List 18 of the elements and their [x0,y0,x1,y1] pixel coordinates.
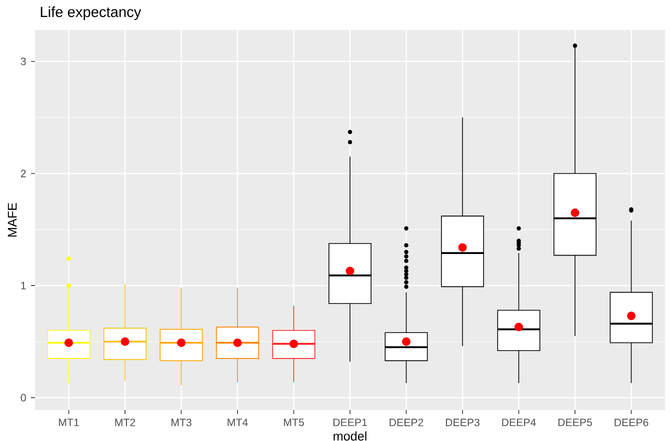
x-tick-label: MT4 [228,418,248,426]
x-tick-label: DEEP6 [614,418,648,426]
x-tick-label: DEEP2 [390,418,424,426]
y-tick-label: 0 [20,394,26,402]
x-tick-label: DEEP3 [446,418,480,426]
x-tick-label: DEEP4 [502,418,536,426]
x-tick-label: MT1 [59,418,79,426]
y-tick-label: 1 [21,282,26,290]
x-axis-title: model [334,431,366,441]
x-tick-label: DEEP5 [558,418,592,426]
x-tick-label: MT2 [115,418,136,426]
y-tick-label: 2 [20,170,26,178]
x-tick-label: MT3 [172,418,192,426]
y-axis-title: MAFE [8,203,17,236]
x-tick-label: DEEP1 [333,418,367,426]
chart-title: Life expectancy [40,6,142,20]
y-tick-label: 3 [20,58,26,66]
x-tick-label: MT5 [284,418,304,426]
